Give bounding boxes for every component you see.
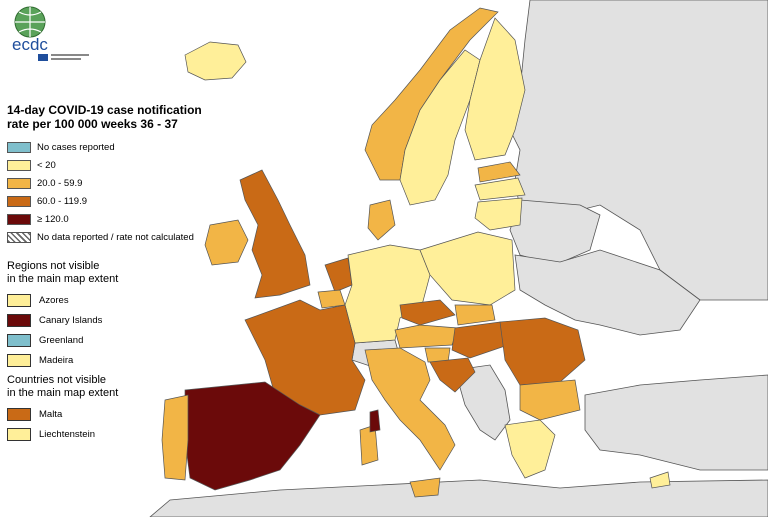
legend-swatch xyxy=(7,195,31,207)
country-item: Malta xyxy=(7,404,227,424)
greece xyxy=(504,419,556,479)
lithuania xyxy=(474,197,523,231)
denmark xyxy=(367,199,396,241)
legend-label: < 20 xyxy=(37,159,56,171)
legend-swatch xyxy=(7,141,31,153)
countries-title-line2: in the main map extent xyxy=(7,387,119,399)
eu-countries xyxy=(161,7,671,498)
italy xyxy=(364,347,456,471)
cyprus xyxy=(649,471,671,489)
corsica xyxy=(369,409,381,433)
finland xyxy=(464,17,526,161)
turkey-land xyxy=(584,374,768,471)
spain xyxy=(184,381,321,491)
ireland xyxy=(204,219,249,266)
sicily xyxy=(409,477,441,498)
legend: No cases reported < 20 20.0 - 59.9 60.0 … xyxy=(7,138,227,444)
slovenia xyxy=(424,347,451,363)
legend-item: < 20 xyxy=(7,156,227,174)
countries-title: Countries not visible in the main map ex… xyxy=(7,374,227,400)
map-title-line2: rate per 100 000 weeks 36 - 37 xyxy=(7,117,178,131)
region-item: Azores xyxy=(7,290,227,310)
estonia xyxy=(477,161,521,183)
region-swatch xyxy=(7,293,31,307)
region-swatch xyxy=(7,313,31,327)
legend-swatch xyxy=(7,177,31,189)
romania xyxy=(499,317,586,386)
region-swatch xyxy=(7,333,31,347)
country-item: Liechtenstein xyxy=(7,424,227,444)
legend-label: 60.0 - 119.9 xyxy=(37,195,88,207)
regions-title-line2: in the main map extent xyxy=(7,273,119,285)
slovakia xyxy=(454,304,496,326)
region-label: Canary Islands xyxy=(39,314,103,326)
belgium xyxy=(317,289,346,309)
region-item: Canary Islands xyxy=(7,310,227,330)
legend-swatch xyxy=(7,159,31,171)
legend-item: No data reported / rate not calculated xyxy=(7,228,227,246)
country-swatch xyxy=(7,427,31,441)
regions-title-line1: Regions not visible xyxy=(7,260,100,272)
iceland xyxy=(184,41,247,81)
country-label: Liechtenstein xyxy=(39,428,95,440)
non-eu-land xyxy=(149,0,768,517)
countries-title-line1: Countries not visible xyxy=(7,374,107,386)
germany xyxy=(344,244,431,344)
poland xyxy=(419,231,516,306)
north-africa xyxy=(149,479,768,517)
ecdc-logo: ecdc xyxy=(6,4,96,64)
logo-text: ecdc xyxy=(12,35,48,54)
czechia xyxy=(399,299,456,326)
country-swatch xyxy=(7,407,31,421)
hungary xyxy=(451,321,509,359)
balkans-non-eu xyxy=(454,364,511,441)
ukraine-land xyxy=(514,249,701,336)
latvia xyxy=(474,177,526,201)
austria xyxy=(394,324,459,349)
region-item: Madeira xyxy=(7,350,227,370)
legend-item: 60.0 - 119.9 xyxy=(7,192,227,210)
region-item: Greenland xyxy=(7,330,227,350)
legend-item: ≥ 120.0 xyxy=(7,210,227,228)
legend-label: No cases reported xyxy=(37,141,115,153)
region-label: Madeira xyxy=(39,354,74,366)
united-kingdom xyxy=(239,169,311,299)
portugal xyxy=(161,394,189,481)
legend-item: No cases reported xyxy=(7,138,227,156)
belarus-land xyxy=(509,199,601,266)
netherlands xyxy=(324,257,353,293)
ecdc-globe-icon: ecdc xyxy=(12,6,89,61)
legend-item: 20.0 - 59.9 xyxy=(7,174,227,192)
region-label: Greenland xyxy=(39,334,84,346)
country-label: Malta xyxy=(39,408,63,420)
legend-swatch-hatched xyxy=(7,231,31,243)
legend-label: ≥ 120.0 xyxy=(37,213,69,225)
regions-title: Regions not visible in the main map exte… xyxy=(7,260,227,286)
bulgaria xyxy=(519,379,581,421)
legend-label: No data reported / rate not calculated xyxy=(37,231,194,243)
legend-swatch xyxy=(7,213,31,225)
croatia xyxy=(429,357,476,393)
region-swatch xyxy=(7,353,31,367)
legend-label: 20.0 - 59.9 xyxy=(37,177,83,189)
map-title-line1: 14-day COVID-19 case notification xyxy=(7,103,202,117)
region-label: Azores xyxy=(39,294,69,306)
map-title: 14-day COVID-19 case notification rate p… xyxy=(7,103,217,131)
